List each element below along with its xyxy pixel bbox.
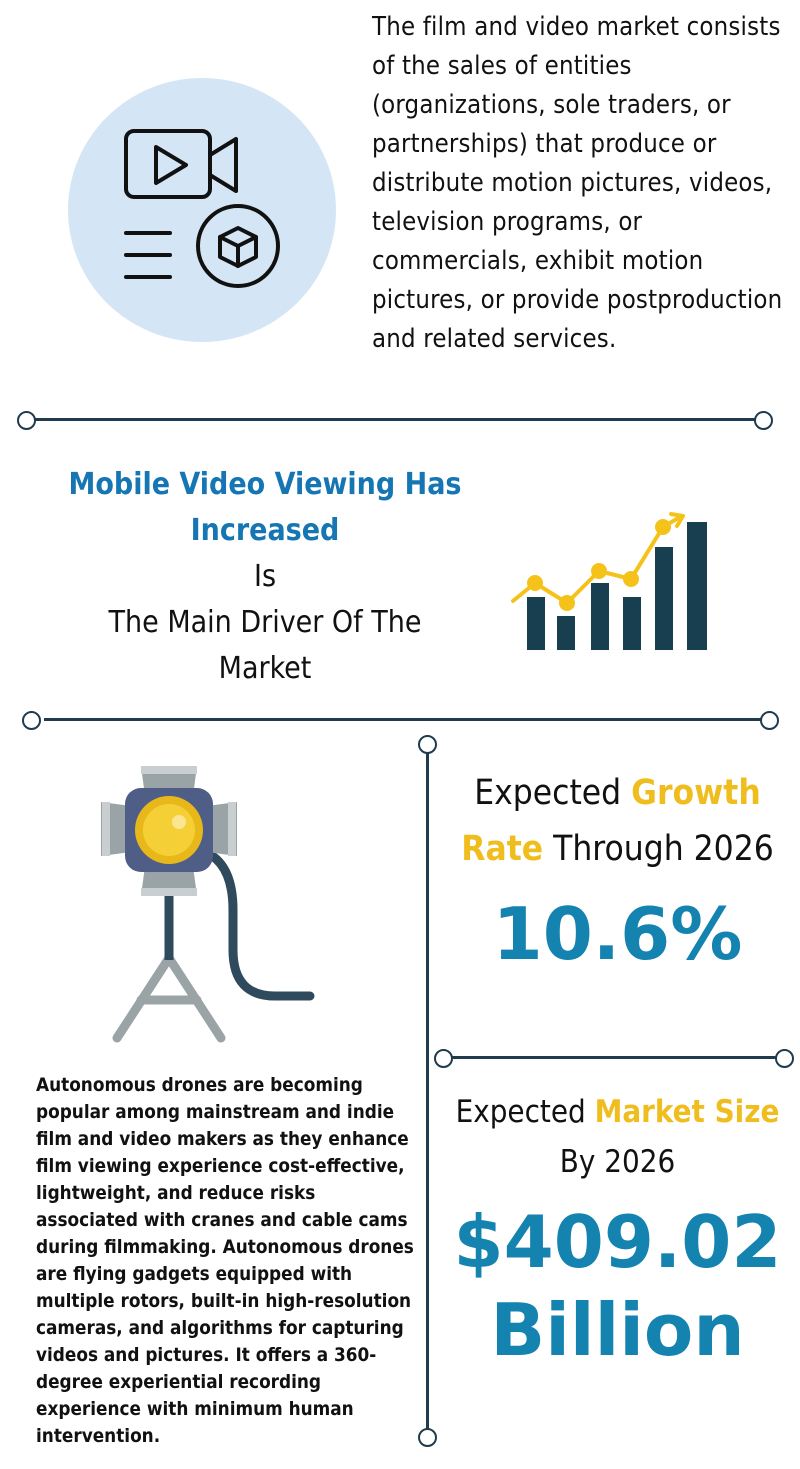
market-size-amount: $409.02 [453, 1200, 782, 1284]
divider-endpoint [17, 411, 36, 430]
video-camera-document-icon [124, 129, 280, 288]
market-size-value: $409.02 Billion [440, 1198, 795, 1374]
market-size-heading: Expected Market Size By 2026 [440, 1087, 795, 1187]
divider-endpoint [760, 711, 779, 730]
divider-endpoint [418, 735, 437, 754]
intro-icon-circle [68, 78, 336, 342]
divider-endpoint [418, 1428, 437, 1447]
divider-line [32, 418, 756, 421]
divider-line [44, 718, 762, 721]
divider-endpoint [434, 1049, 453, 1068]
divider-line [452, 1056, 776, 1059]
growth-value: 10.6% [492, 892, 743, 976]
intro-description: The film and video market consists of th… [372, 12, 783, 354]
market-size-suffix: By 2026 [559, 1144, 676, 1180]
divider-endpoint [754, 411, 773, 430]
divider-endpoint [22, 711, 41, 730]
market-size-unit: Billion [490, 1288, 745, 1372]
growth-heading: Expected Growth Rate Through 2026 [440, 765, 795, 877]
vertical-divider [426, 752, 429, 1436]
growth-prefix: Expected [474, 773, 632, 813]
growth-chart-icon [511, 512, 707, 650]
growth-suffix: Through 2026 [543, 829, 774, 869]
stage-spotlight-icon [101, 766, 315, 1043]
driver-subtitle: The Main Driver Of The Market [108, 605, 422, 686]
main-driver-block: Mobile Video Viewing Has Increased Is Th… [60, 462, 470, 692]
market-size-prefix: Expected [455, 1094, 595, 1130]
market-size-highlight: Market Size [594, 1094, 780, 1130]
growth-highlight: Growth Rate [461, 773, 761, 869]
divider-endpoint [775, 1049, 794, 1068]
driver-connector: Is [253, 559, 277, 594]
drones-description: Autonomous drones are becoming popular a… [36, 1075, 414, 1447]
driver-title: Mobile Video Viewing Has Increased [68, 467, 462, 548]
